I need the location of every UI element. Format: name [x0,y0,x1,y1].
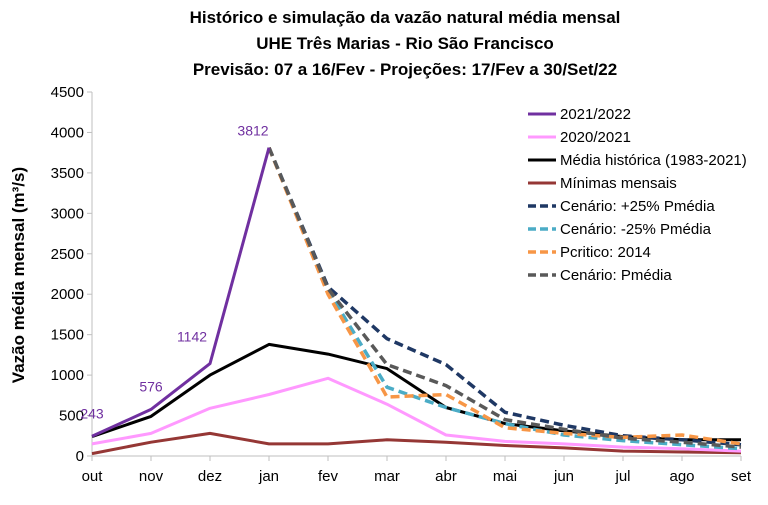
data-label: 243 [80,405,104,421]
series-line [267,147,742,447]
legend-label: 2021/2022 [560,106,631,123]
y-tick-label: 500 [59,408,84,425]
x-tick-label: jan [258,468,279,485]
legend-label: Pcritico: 2014 [560,244,651,261]
legend-label: Média histórica (1983-2021) [560,152,747,169]
legend: 2021/2022 2020/2021 Média histórica (1983-… [528,106,747,284]
y-tick-label: 2500 [51,246,84,263]
series-line [91,342,741,442]
title-line-3: Previsão: 07 a 16/Fev - Projeções: 17/Fe… [193,60,617,79]
y-tick-label: 4000 [51,124,84,141]
x-tick-label: mar [374,468,400,485]
y-tick-label: 1500 [51,327,84,344]
x-tick-label: nov [139,468,164,485]
series-line [267,147,742,449]
x-tick-label: set [731,468,752,485]
y-tick-label: 3500 [51,165,84,182]
data-label: 1142 [177,329,207,345]
series-line [267,147,742,446]
y-tick-label: 1000 [51,367,84,384]
data-label: 576 [139,378,163,394]
title-line-2: UHE Três Marias - Rio São Francisco [256,34,554,53]
series-line [91,147,271,438]
x-tick-label: jul [614,468,630,485]
series-layer [91,147,742,456]
x-tick-label: dez [198,468,222,485]
y-tick-label: 3000 [51,205,84,222]
legend-label: 2020/2021 [560,129,631,146]
x-tick-label: out [82,468,104,485]
y-tick-label: 2000 [51,286,84,303]
y-tick-label: 0 [76,448,84,465]
legend-label: Cenário: Pmédia [560,267,672,284]
series-line [267,147,742,451]
series-line [91,376,742,453]
x-tick-label: abr [435,468,457,485]
axes: 0 500 1000 1500 2000 2500 3000 3500 4000 4500 out n… [51,84,752,485]
data-label: 3812 [237,123,268,139]
y-axis-label: Vazão média mensal (m³/s) [9,167,28,383]
legend-label: Cenário: -25% Pmédia [560,221,712,238]
annotation-layer: 243 576 1142 3812 [80,123,268,422]
x-tick-label: mai [493,468,517,485]
x-tick-label: ago [669,468,694,485]
series-line [91,431,742,456]
x-tick-label: jun [553,468,574,485]
legend-label: Cenário: +25% Pmédia [560,198,715,215]
title-line-1: Histórico e simulação da vazão natural m… [190,8,621,27]
chart-title: Histórico e simulação da vazão natural m… [190,8,621,79]
legend-label: Mínimas mensais [560,175,677,192]
y-tick-label: 4500 [51,84,84,101]
x-tick-label: fev [318,468,339,485]
